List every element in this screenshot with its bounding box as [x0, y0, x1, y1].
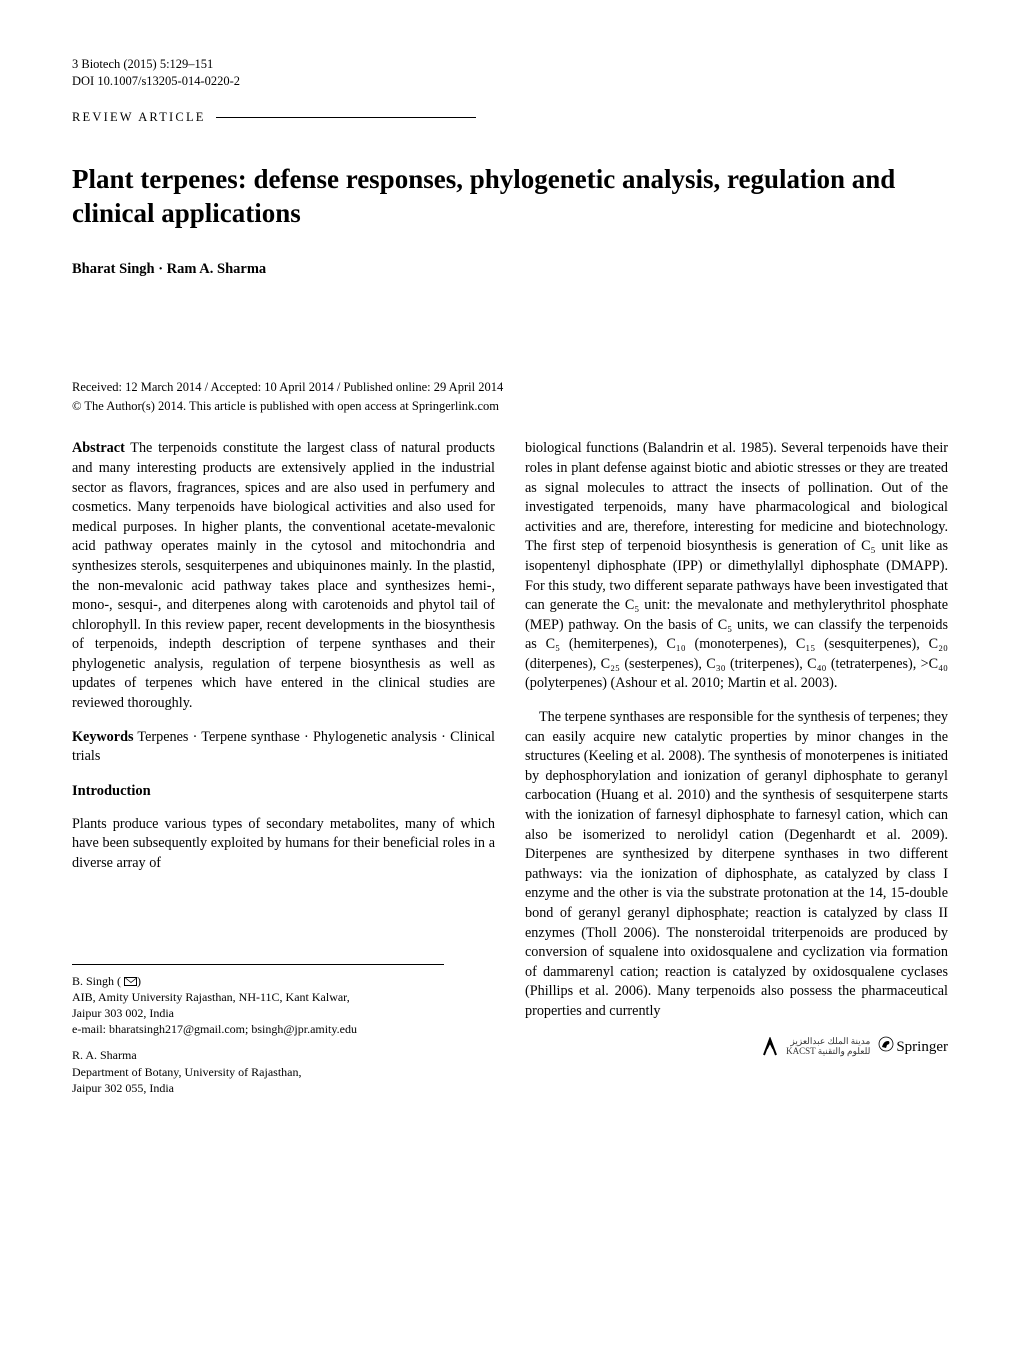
left-column: Abstract The terpenoids constitute the l… [72, 439, 495, 1096]
right-paragraph-1: biological functions (Balandrin et al. 1… [525, 439, 948, 694]
copyright-line: © The Author(s) 2014. This article is pu… [72, 398, 948, 415]
intro-left-paragraph: Plants produce various types of secondar… [72, 815, 495, 874]
article-dates: Received: 12 March 2014 / Accepted: 10 A… [72, 379, 948, 396]
affiliation-2-line-2: Jaipur 302 055, India [72, 1080, 444, 1096]
springer-brand: Springer [878, 1036, 948, 1059]
abstract-text: The terpenoids constitute the largest cl… [72, 440, 495, 711]
kacst-latin: KACST للعلوم والتقنية [786, 1047, 870, 1056]
kacst-logo-icon [762, 1037, 778, 1057]
springer-label: Springer [896, 1038, 948, 1054]
correspondence-block: B. Singh () AIB, Amity University Rajast… [72, 964, 444, 1096]
affiliation-1-line-2: Jaipur 303 002, India [72, 1005, 444, 1021]
abstract-paragraph: Abstract The terpenoids constitute the l… [72, 439, 495, 713]
keywords-label: Keywords [72, 729, 133, 745]
affiliation-2-line-1: Department of Botany, University of Raja… [72, 1064, 444, 1080]
keywords-text: Terpenes · Terpene synthase · Phylogenet… [72, 729, 495, 765]
envelope-icon [124, 977, 137, 986]
affiliation-1-line-1: AIB, Amity University Rajasthan, NH-11C,… [72, 989, 444, 1005]
article-type: REVIEW ARTICLE [72, 109, 216, 126]
kacst-text: مدينة الملك عبدالعزيز KACST للعلوم والتق… [786, 1037, 870, 1056]
journal-citation: 3 Biotech (2015) 5:129–151 [72, 56, 240, 73]
doi: DOI 10.1007/s13205-014-0220-2 [72, 73, 240, 90]
corresponding-email: e-mail: bharatsingh217@gmail.com; bsingh… [72, 1021, 444, 1037]
abstract-label: Abstract [72, 440, 125, 456]
article-type-rule [216, 117, 476, 118]
page-footer: مدينة الملك عبدالعزيز KACST للعلوم والتق… [525, 1036, 948, 1059]
article-title: Plant terpenes: defense responses, phylo… [72, 162, 948, 231]
corresponding-author-name: B. Singh [72, 974, 114, 988]
keywords-paragraph: Keywords Terpenes · Terpene synthase · P… [72, 728, 495, 767]
right-column: biological functions (Balandrin et al. 1… [525, 439, 948, 1096]
right-paragraph-2: The terpene synthases are responsible fo… [525, 708, 948, 1022]
author-list: Bharat Singh · Ram A. Sharma [72, 259, 948, 279]
springer-horse-icon [878, 1036, 894, 1059]
introduction-heading: Introduction [72, 781, 495, 801]
author-2-name: R. A. Sharma [72, 1047, 444, 1063]
